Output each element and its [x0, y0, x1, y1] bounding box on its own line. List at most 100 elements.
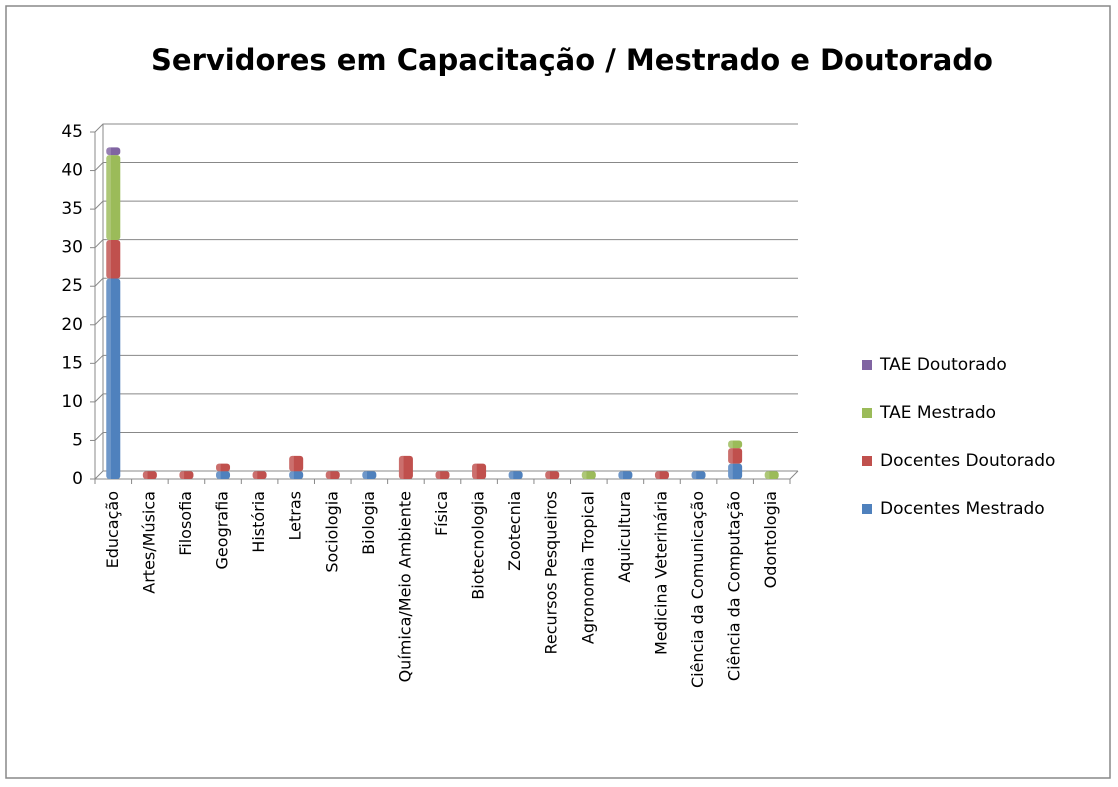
bar-segment: [289, 471, 304, 479]
bar-segment-shade: [362, 471, 368, 479]
chart-title: Servidores em Capacitação / Mestrado e D…: [151, 43, 993, 77]
x-tick-label: História: [249, 491, 268, 553]
x-tick-label: Zootecnia: [505, 491, 524, 571]
bar-segment-shade: [216, 471, 221, 479]
bar-segment: [618, 471, 633, 479]
y-tick-label: 25: [61, 276, 83, 296]
x-tick-label: Ciência da Comunicação: [688, 491, 707, 688]
bar-segment-shade: [654, 471, 660, 479]
bar-segment: [179, 471, 194, 479]
legend-swatch: [862, 360, 872, 370]
bar-segment: [728, 463, 743, 479]
bar-segment-shade: [398, 455, 404, 479]
bar-segment-shade: [325, 471, 331, 479]
grid-line: [94, 316, 798, 326]
bar-segment-shade: [472, 463, 477, 479]
legend-swatch: [862, 408, 872, 418]
bar-segment-shade: [764, 471, 770, 479]
bar-segment-shade: [106, 147, 111, 156]
legend-swatch: [862, 456, 872, 466]
bar-segment: [106, 278, 121, 479]
x-tick-label: Física: [432, 491, 451, 536]
y-tick-label: 5: [72, 430, 83, 450]
bar-segment-shade: [216, 463, 221, 472]
bar-segment: [289, 455, 304, 472]
bar-segment-shade: [618, 471, 624, 479]
y-tick-label: 0: [72, 469, 83, 489]
grid-line: [94, 354, 798, 364]
grid-line: [94, 239, 798, 249]
x-tick-label: Geografia: [213, 491, 232, 569]
bar-segment: [216, 471, 231, 479]
grid-line: [94, 431, 798, 441]
bar-segment: [398, 455, 413, 479]
y-tick-label: 15: [61, 353, 83, 373]
bar-segment-shade: [545, 471, 550, 479]
bar-segment: [654, 471, 669, 479]
bar-segment-shade: [581, 471, 587, 479]
x-tick-label: Aquicultura: [615, 491, 634, 583]
y-tick-label: 10: [61, 392, 83, 412]
bar-segment: [106, 155, 121, 240]
x-tick-label: Química/Meio Ambiente: [395, 491, 414, 682]
legend-label: Docentes Mestrado: [880, 499, 1045, 519]
bar-segment: [764, 471, 779, 479]
bar-segment-shade: [728, 440, 733, 449]
grid-line: [94, 277, 798, 287]
bar-segment: [252, 471, 267, 479]
legend-swatch: [862, 504, 872, 514]
bar-segment: [142, 471, 157, 479]
bar-segment: [508, 471, 523, 479]
legend-label: TAE Mestrado: [879, 403, 996, 423]
bar-segment-shade: [289, 471, 294, 479]
bar-segment-shade: [252, 471, 258, 479]
bar-segment-shade: [728, 463, 733, 479]
bar-segment: [362, 471, 377, 479]
bar-segment-shade: [691, 471, 697, 479]
bar-segment: [545, 471, 560, 479]
grid-line: [94, 393, 798, 403]
grid-line: [94, 200, 798, 210]
x-tick-label: Biotecnologia: [469, 491, 488, 600]
bar-segment-shade: [435, 471, 441, 479]
bar-segment: [472, 463, 487, 479]
bar-segment-shade: [142, 471, 148, 479]
x-tick-label: Recursos Pesqueiros: [542, 491, 561, 655]
bar-segment-shade: [728, 448, 733, 464]
y-tick-label: 45: [61, 122, 83, 142]
bar-segment: [216, 463, 231, 472]
x-tick-label: Artes/Música: [139, 491, 158, 594]
x-tick-label: Sociologia: [322, 491, 341, 573]
grid-line: [94, 123, 798, 133]
chart-border: [5, 5, 1111, 779]
legend-label: Docentes Doutorado: [880, 451, 1055, 471]
bar-segment: [728, 448, 743, 464]
legend-label: TAE Doutorado: [879, 355, 1007, 375]
y-tick-label: 30: [61, 238, 83, 258]
y-tick-label: 40: [61, 161, 83, 181]
bar-segment-shade: [179, 471, 185, 479]
x-tick-label: Ciência da Computação: [725, 491, 744, 681]
bar-segment: [106, 147, 121, 156]
x-tick-label: Letras: [286, 491, 305, 540]
bar-segment: [435, 471, 450, 479]
bar-segment-shade: [289, 455, 294, 472]
bar-segment: [691, 471, 706, 479]
y-tick-label: 35: [61, 199, 83, 219]
x-tick-label: Biologia: [359, 491, 378, 555]
grid-line: [94, 470, 798, 480]
x-tick-label: Medicina Veterinária: [651, 491, 670, 655]
bar-segment-shade: [106, 155, 111, 240]
bar-segment-shade: [106, 278, 111, 479]
grid-line: [94, 162, 798, 171]
x-tick-label: Educação: [103, 491, 122, 568]
bar-segment: [581, 471, 596, 479]
bar-segment-shade: [508, 471, 514, 479]
bar-segment: [325, 471, 340, 479]
x-tick-label: Filosofia: [176, 491, 195, 556]
bar-segment: [106, 239, 121, 279]
bar-segment: [728, 440, 743, 449]
x-tick-label: Agronomia Tropical: [578, 491, 597, 644]
y-tick-label: 20: [61, 315, 83, 335]
